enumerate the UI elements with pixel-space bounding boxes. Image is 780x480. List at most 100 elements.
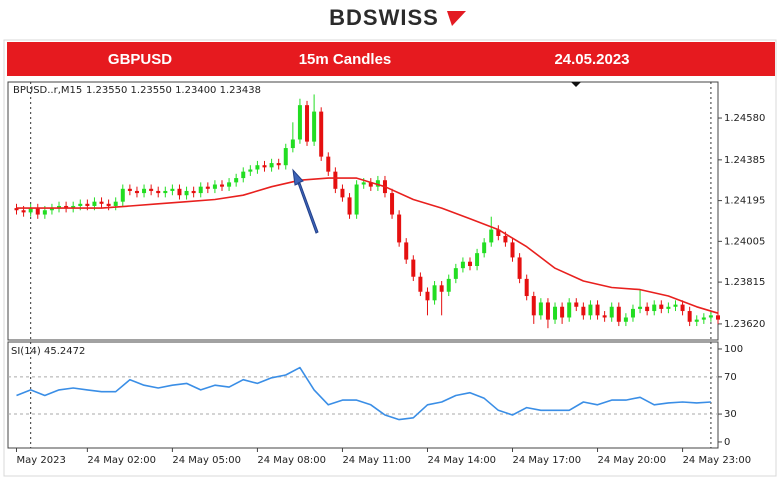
logo: BDSWISS (329, 5, 439, 30)
banner-date: 24.05.2023 (554, 51, 629, 68)
x-tick-label: 24 May 05:00 (172, 455, 241, 466)
candle-body (716, 315, 720, 320)
x-tick-label: 24 May 23:00 (683, 455, 752, 466)
rsi-line (16, 366, 711, 421)
time-marker (571, 82, 581, 87)
candle-body (687, 311, 692, 322)
candle-body (255, 165, 260, 170)
y-tick-label: 1.24580 (724, 113, 765, 124)
y-tick-label: 1.24385 (724, 155, 765, 166)
y-tick-label: 30 (724, 409, 737, 420)
candle-body (538, 302, 543, 316)
candle-body (71, 205, 76, 209)
banner-timeframe: 15m Candles (299, 51, 392, 68)
banner-symbol: GBPUSD (108, 51, 172, 68)
candle-body (85, 203, 90, 206)
candle-body (134, 190, 139, 194)
candle-body (602, 315, 607, 318)
candle-body (397, 214, 402, 243)
candle-body (347, 197, 352, 215)
candle-body (503, 235, 508, 243)
candle-body (241, 171, 246, 179)
candle-body (623, 317, 628, 322)
candle-body (57, 205, 62, 209)
candle-body (708, 315, 713, 318)
candle-body (262, 165, 267, 168)
candle-body (354, 184, 359, 215)
frame (3, 39, 777, 477)
candle-body (305, 105, 310, 142)
candle-body (49, 208, 54, 211)
candle-body (106, 203, 111, 206)
candle-body (14, 208, 19, 211)
candle-body (666, 306, 671, 309)
logo-icon (447, 11, 466, 26)
candle-body (425, 291, 430, 301)
candle-body (177, 188, 182, 196)
candle-body (460, 261, 465, 269)
candle-body (333, 171, 338, 189)
candle-body (652, 304, 657, 312)
candle-body (248, 169, 253, 172)
candle-body (120, 188, 125, 202)
candle-body (581, 306, 586, 316)
x-tick-label: May 2023 (17, 455, 66, 466)
candle-body (326, 156, 331, 172)
x-tick-label: 24 May 11:00 (342, 455, 411, 466)
candle-body (475, 253, 480, 267)
x-tick-label: 24 May 14:00 (427, 455, 496, 466)
candle-body (78, 203, 83, 206)
candle-body (283, 148, 288, 166)
y-tick-label: 100 (724, 344, 743, 355)
candle-body (453, 268, 458, 279)
candle-body (553, 306, 558, 320)
candle-body (156, 190, 161, 194)
moving-average (16, 177, 719, 314)
candle-body (496, 229, 501, 236)
candle-body (645, 306, 650, 312)
price-title: BPUSD..r,M15 (13, 85, 82, 96)
candle-body (290, 139, 295, 149)
candle-body (510, 242, 515, 258)
candle-body (170, 188, 175, 191)
candle-body (630, 308, 635, 318)
candle-body (446, 278, 451, 292)
price-ohlc: 1.23550 1.23550 1.23400 1.23438 (86, 85, 261, 96)
candle-body (99, 201, 104, 204)
candle-body (404, 242, 409, 260)
candle-body (418, 276, 423, 292)
candle-body (127, 188, 132, 191)
candle-body (545, 302, 550, 320)
y-tick-label: 0 (724, 437, 730, 448)
x-tick-label: 24 May 02:00 (87, 455, 156, 466)
candle-body (191, 190, 196, 194)
candle-body (609, 306, 614, 318)
candle-body (340, 188, 345, 198)
candle-body (595, 304, 600, 316)
rsi-panel (7, 341, 719, 449)
y-tick-label: 1.23620 (724, 319, 765, 330)
candle-body (638, 306, 643, 309)
candle-body (673, 304, 678, 307)
candle-body (297, 105, 302, 140)
candle-body (616, 306, 621, 322)
candle-body (467, 261, 472, 267)
candle-body (560, 306, 565, 318)
price-panel (7, 81, 719, 341)
candle-body (439, 285, 444, 292)
candle-body (92, 201, 97, 206)
x-tick-label: 24 May 20:00 (598, 455, 667, 466)
y-tick-label: 1.24005 (724, 236, 765, 247)
candle-body (659, 304, 664, 309)
candle-body (149, 188, 154, 191)
candle-body (524, 278, 529, 297)
candle-body (113, 201, 118, 206)
candle-body (517, 257, 522, 279)
candle-body (390, 193, 395, 215)
annotation-arrow (292, 168, 319, 234)
candle-body (531, 296, 536, 316)
candle-body (489, 229, 494, 243)
candle-body (588, 304, 593, 316)
x-tick-label: 24 May 08:00 (257, 455, 326, 466)
y-tick-label: 1.24195 (724, 196, 765, 207)
